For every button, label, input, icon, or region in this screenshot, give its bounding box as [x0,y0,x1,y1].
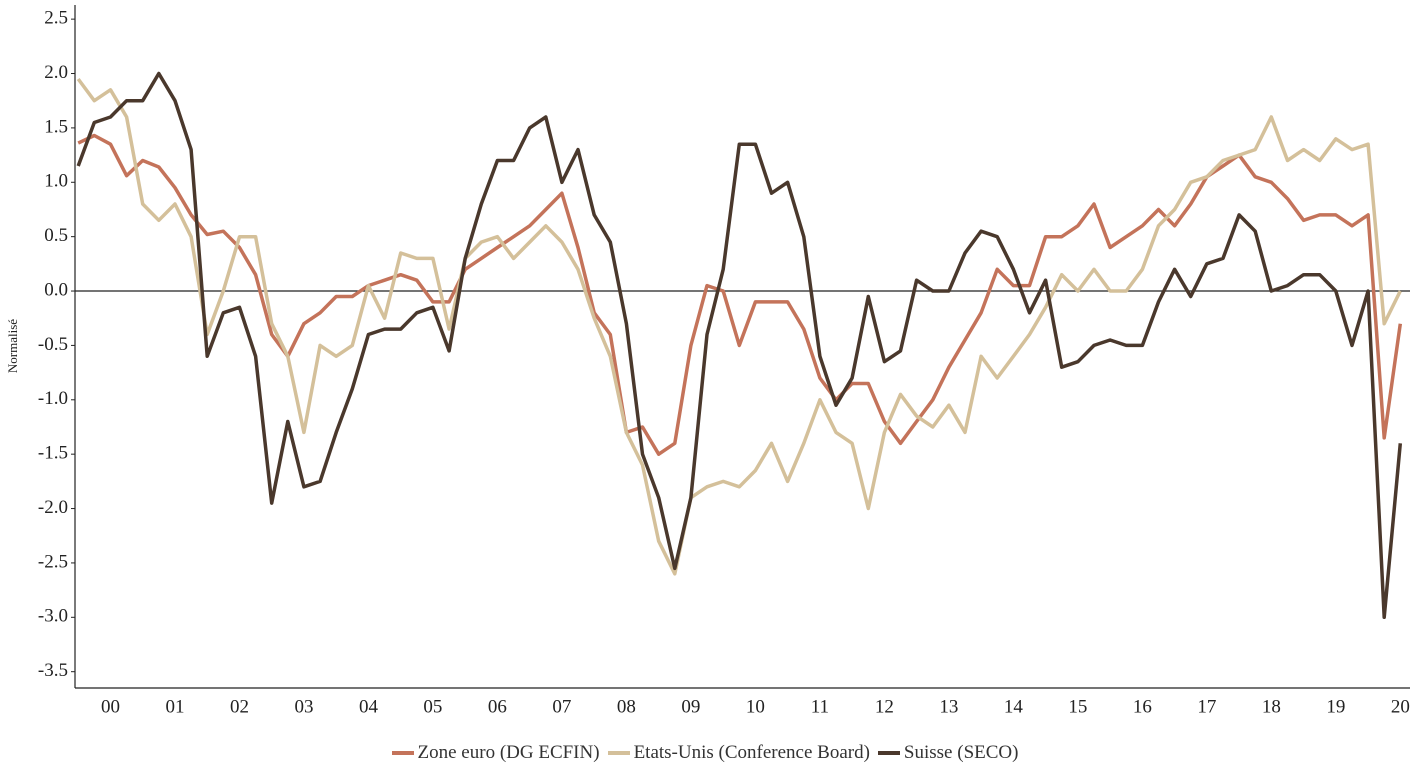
y-tick-label: -2.5 [38,551,68,572]
chart: Normalisé 2.5 2.0 1.5 1.0 0.5 0.0 -0.5 -1.0 -1.5… [5,5,1410,717]
legend-swatch [391,751,414,755]
x-tick-label: 04 [359,696,379,717]
x-tick-label: 13 [939,696,958,717]
legend-entry: Suisse (SECO) [877,742,1019,764]
x-tick-label: 16 [1133,696,1152,717]
legend-label: Zone euro (DG ECFIN) [417,742,600,763]
y-tick-label: -3.0 [38,606,68,627]
y-tick-label: 0.0 [44,279,68,300]
x-tick-label: 00 [101,696,120,717]
x-tick-label: 05 [423,696,442,717]
legend-swatch [877,751,900,755]
x-tick-label: 10 [746,696,765,717]
x-tick-label: 15 [1068,696,1087,717]
x-tick-label: 03 [294,696,313,717]
legend: Zone euro (DG ECFIN) Etats-Unis (Conferen… [0,742,1410,764]
y-tick-label: 1.0 [44,171,68,192]
legend-entry: Etats-Unis (Conference Board) [607,742,870,764]
x-tick-label: 12 [875,696,894,717]
x-tick-label: 07 [552,696,571,717]
legend-label: Etats-Unis (Conference Board) [633,742,870,763]
y-tick-label: 0.5 [44,225,68,246]
x-tick-label: 11 [811,696,829,717]
x-tick-label: 08 [617,696,636,717]
y-axis-label: Normalisé [5,319,20,373]
y-tick-label: -0.5 [38,334,68,355]
y-tick-label: -1.5 [38,443,68,464]
legend-swatch [607,751,630,755]
series-line [76,71,1403,620]
x-tick-label: 06 [488,696,507,717]
y-tick-label: -1.0 [38,388,68,409]
y-tick-label: 2.5 [44,7,68,28]
x-tick-label: 01 [165,696,184,717]
y-tick-label: 2.0 [44,62,68,83]
y-tick-label: -3.5 [38,660,68,681]
x-tick-label: 19 [1326,696,1345,717]
x-tick-label: 14 [1004,696,1024,717]
series-line [77,133,1403,456]
x-tick-label: 02 [230,696,249,717]
y-tick-label: -2.0 [38,497,68,518]
legend-entry: Zone euro (DG ECFIN) [391,742,600,764]
series-line [76,77,1402,576]
legend-label: Suisse (SECO) [903,742,1019,763]
x-tick-label: 17 [1197,696,1216,717]
x-tick-label: 09 [681,696,700,717]
x-tick-label: 18 [1262,696,1281,717]
y-tick-label: 1.5 [44,116,68,137]
x-tick-label: 20 [1391,696,1410,717]
